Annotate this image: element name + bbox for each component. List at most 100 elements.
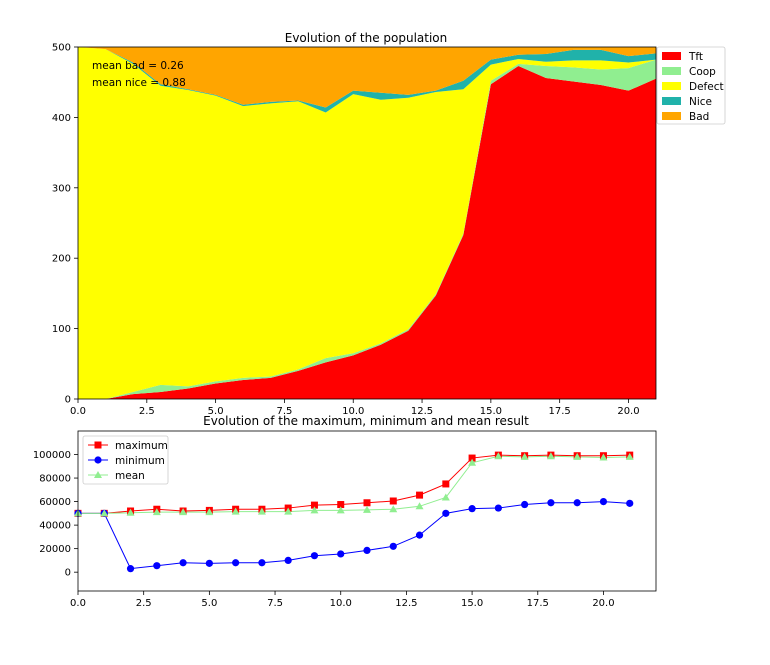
y-tick-label: 400: [52, 113, 71, 124]
x-tick-label: 7.5: [267, 598, 283, 609]
y-tick-label: 100: [52, 324, 71, 335]
legend-swatch-coop: [662, 67, 681, 75]
point-minimum: [232, 559, 240, 567]
point-mean: [126, 508, 135, 516]
point-mean: [363, 505, 371, 513]
population-areas: [78, 47, 656, 400]
point-mean: [599, 453, 608, 461]
point-minimum: [415, 531, 424, 539]
point-minimum: [337, 550, 345, 558]
point-mean: [336, 506, 345, 514]
point-mean: [415, 502, 424, 510]
legend-swatch-bad: [662, 112, 681, 120]
point-maximum: [363, 499, 371, 507]
point-minimum: [599, 497, 608, 506]
y-tick-label: 80000: [39, 474, 71, 485]
point-mean: [231, 507, 240, 515]
legend-swatch-defect: [662, 82, 681, 90]
x-tick-label: 5.0: [208, 406, 224, 417]
point-minimum: [258, 559, 266, 567]
legend-label-nice: Nice: [689, 96, 712, 108]
x-tick-label: 12.5: [395, 598, 417, 609]
point-minimum: [494, 504, 502, 512]
point-mean: [441, 493, 450, 501]
point-minimum: [363, 546, 371, 555]
x-tick-label: 0.0: [70, 598, 86, 609]
x-tick-label: 20.0: [617, 406, 639, 417]
point-maximum: [468, 454, 476, 462]
y-tick-label: 500: [52, 43, 71, 54]
y-tick-label: 20000: [39, 544, 71, 555]
point-mean: [468, 458, 477, 466]
result-x-ticks: 0.0 2.5 5.0 7.5 10.0 12.5 15.0 17.5 20.0: [70, 591, 615, 609]
population-y-ticks: 0 100 200 300 400 500: [52, 43, 78, 406]
population-chart-title: Evolution of the population: [285, 31, 448, 45]
x-tick-label: 17.5: [527, 598, 549, 609]
y-tick-label: 300: [52, 183, 71, 194]
point-maximum: [337, 501, 345, 509]
y-tick-label: 200: [52, 254, 71, 265]
point-minimum: [389, 542, 397, 550]
point-minimum: [521, 500, 529, 509]
point-minimum: [205, 559, 213, 567]
line-maximum: [78, 454, 630, 514]
legend-swatch-nice: [662, 97, 681, 105]
x-tick-label: 12.5: [411, 406, 433, 417]
area-bad: [78, 47, 656, 108]
x-tick-label: 20.0: [592, 598, 614, 609]
x-tick-label: 5.0: [201, 598, 217, 609]
point-mean: [179, 508, 188, 516]
population-chart: Evolution of the population 0.0 2.5 5.0 7.5…: [52, 31, 726, 417]
y-tick-label: 0: [65, 395, 71, 406]
line-mean: [78, 455, 630, 514]
point-mean: [520, 452, 529, 460]
point-minimum: [179, 559, 187, 567]
point-maximum: [310, 501, 318, 509]
legend-label-bad: Bad: [689, 111, 709, 123]
result-y-ticks: 0 20000 40000 60000 80000 100000: [33, 450, 78, 579]
point-mean: [625, 452, 634, 460]
legend-swatch-tft: [662, 52, 681, 60]
result-legend: maximum minimum mean: [82, 435, 169, 485]
area-tft: [78, 66, 656, 399]
y-tick-label: 0: [65, 568, 71, 579]
x-tick-label: 10.0: [342, 406, 364, 417]
legend-label-mean: mean: [115, 470, 145, 482]
legend-label-maximum: maximum: [115, 440, 168, 452]
y-tick-label: 40000: [39, 521, 71, 532]
legend-marker-mean: [94, 471, 102, 478]
x-tick-label: 0.0: [70, 406, 86, 417]
point-maximum: [416, 491, 424, 499]
legend-label-defect: Defect: [689, 81, 724, 93]
legend-marker-minimum: [94, 456, 102, 464]
point-mean: [100, 509, 109, 517]
legend-label-coop: Coop: [689, 66, 716, 78]
x-tick-label: 15.0: [461, 598, 483, 609]
point-minimum: [547, 499, 555, 507]
x-tick-label: 17.5: [549, 406, 571, 417]
mean-nice-annotation: mean nice = 0.88: [92, 77, 186, 89]
point-minimum: [153, 562, 161, 570]
x-tick-label: 2.5: [139, 406, 155, 417]
point-maximum: [389, 497, 397, 505]
point-mean: [546, 452, 555, 460]
point-maximum: [442, 480, 450, 488]
x-tick-label: 10.0: [330, 598, 352, 609]
point-mean: [152, 508, 161, 516]
legend-label-tft: Tft: [688, 51, 703, 63]
point-minimum: [468, 505, 476, 513]
point-mean: [257, 507, 266, 515]
legend-label-minimum: minimum: [115, 455, 165, 467]
point-minimum: [126, 565, 135, 573]
result-chart: Evolution of the maximum, minimum and me…: [33, 414, 657, 609]
point-minimum: [284, 556, 292, 565]
x-tick-label: 7.5: [276, 406, 292, 417]
point-mean: [205, 508, 214, 516]
legend-marker-maximum: [94, 441, 102, 449]
point-minimum: [310, 552, 319, 560]
population-x-ticks: 0.0 2.5 5.0 7.5 10.0 12.5 15.0 17.5 20.0: [70, 399, 640, 417]
result-chart-title: Evolution of the maximum, minimum and me…: [203, 414, 529, 428]
point-mean: [310, 506, 319, 514]
line-minimum: [78, 501, 630, 570]
point-mean: [494, 452, 503, 460]
